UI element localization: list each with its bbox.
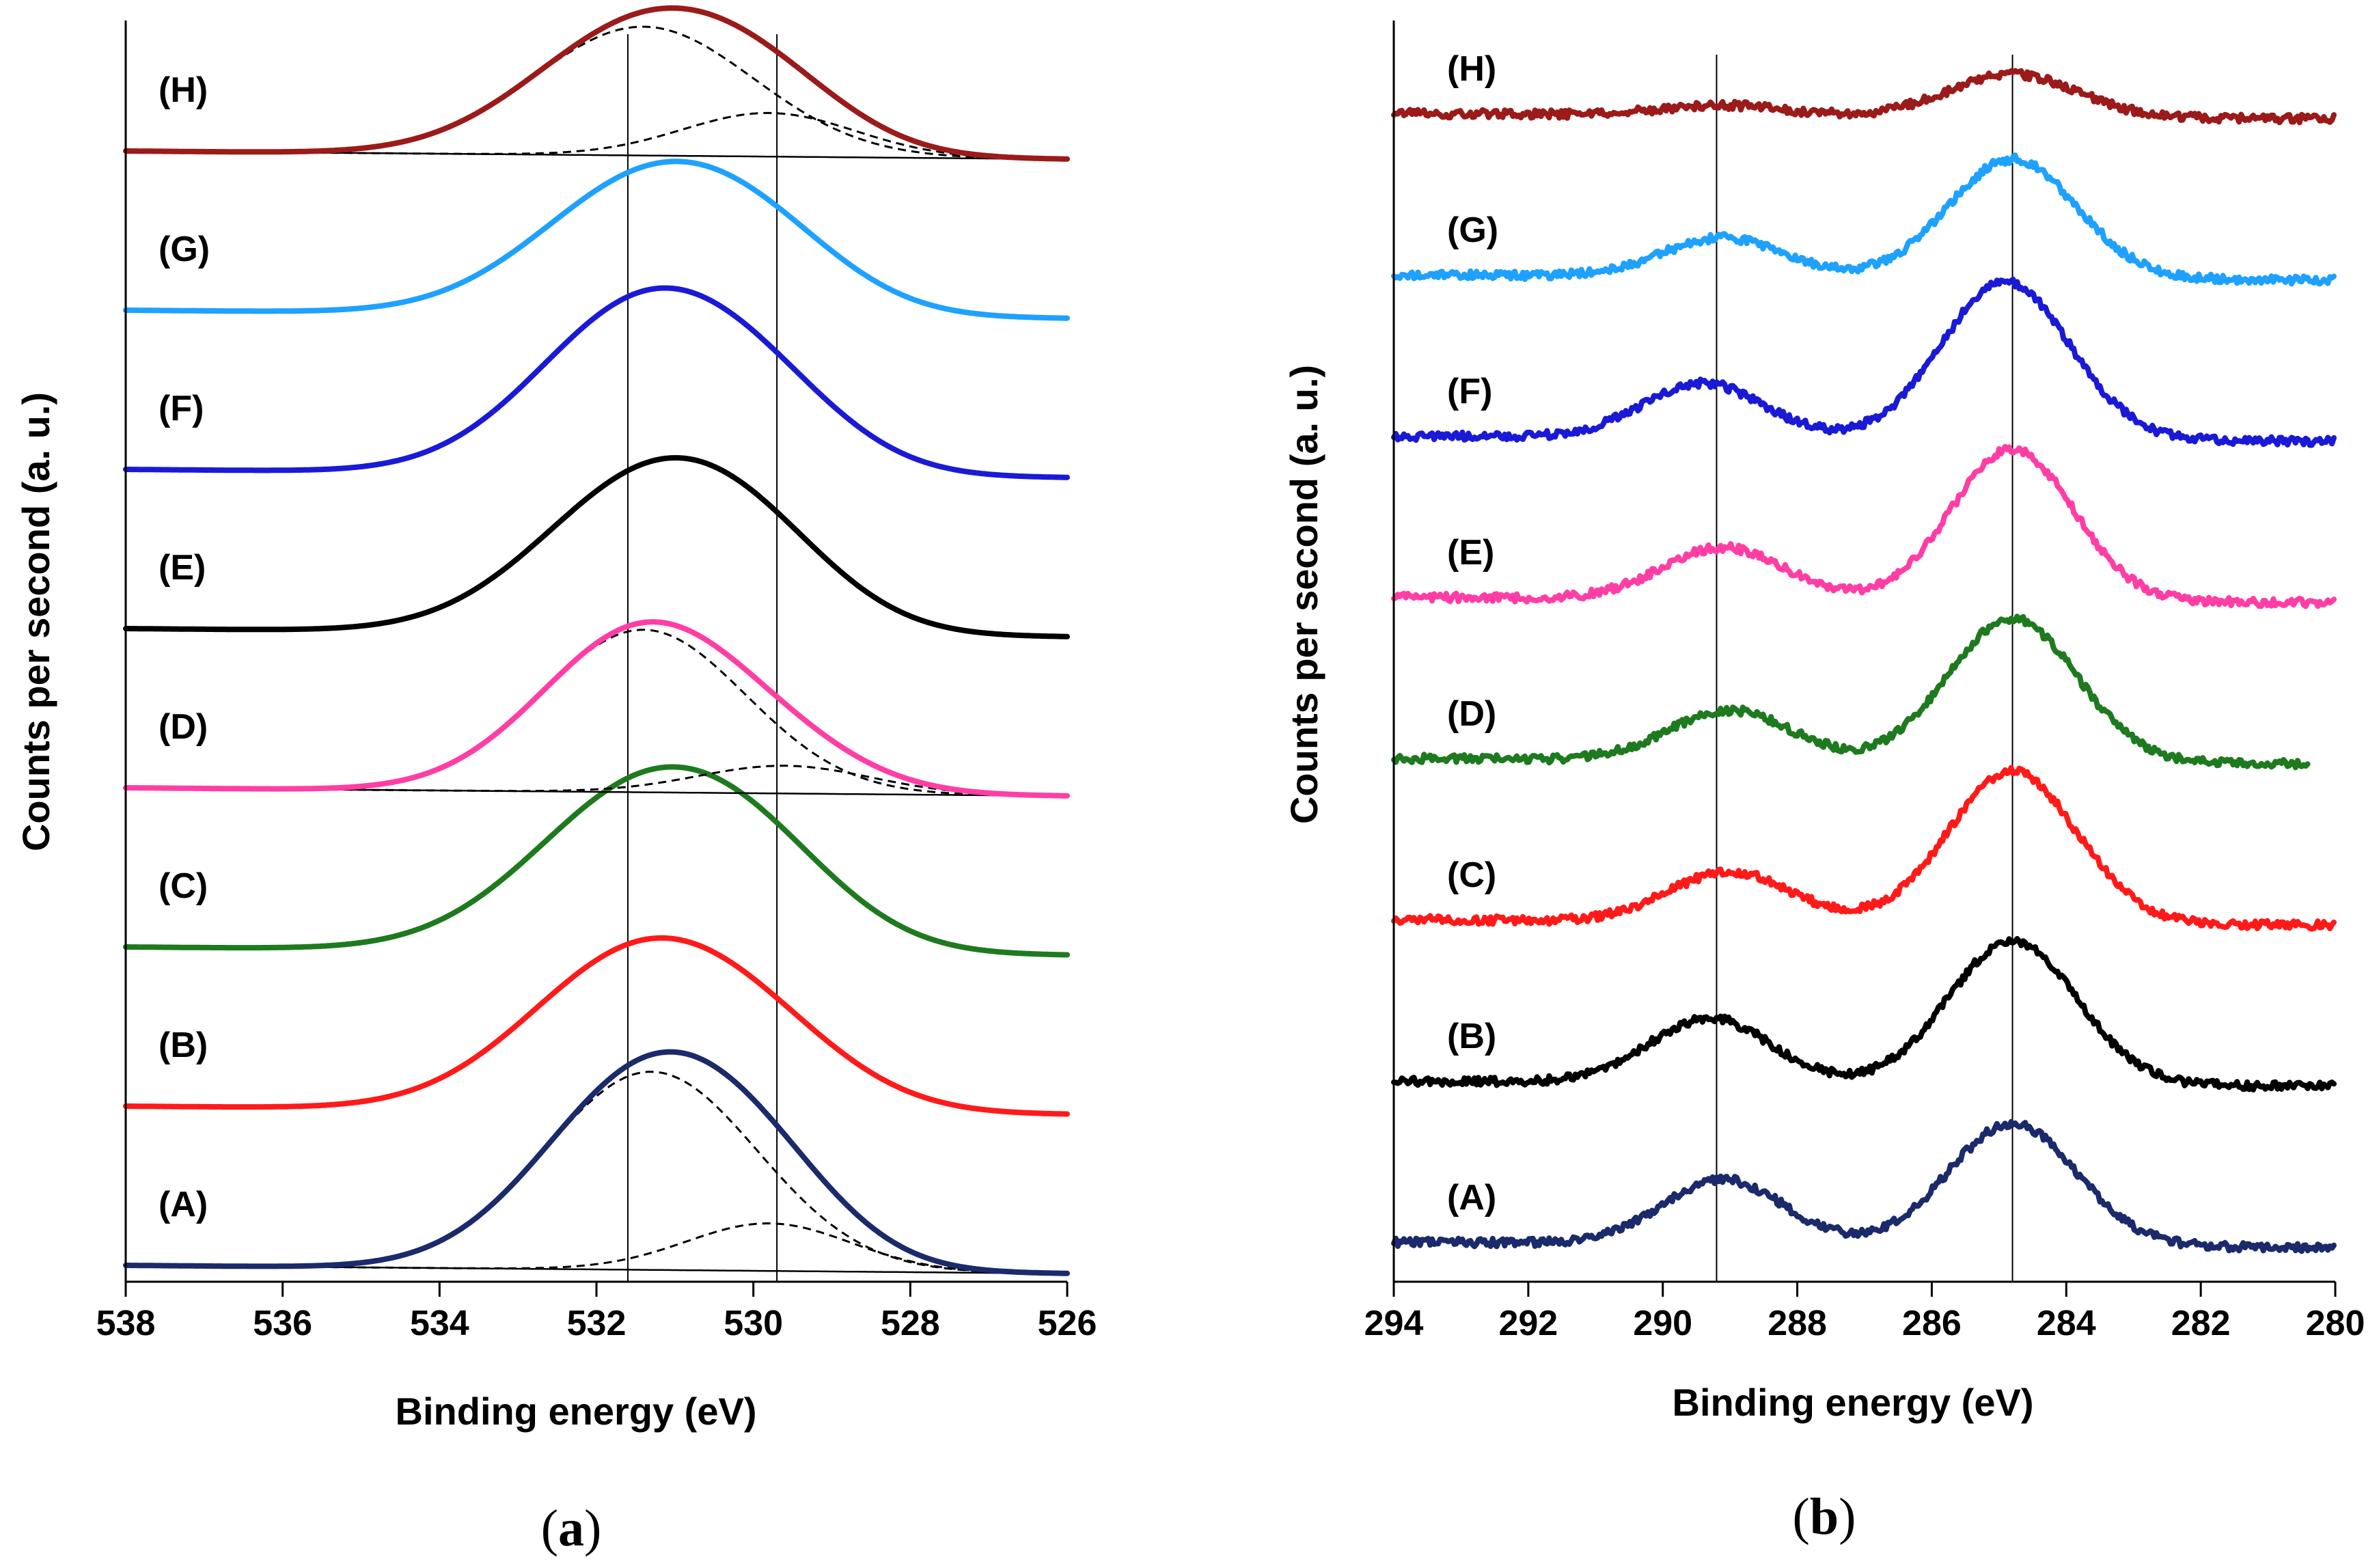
panel-a-x-ticks [124,1282,1069,1297]
a-series-label-2: (C) [159,866,208,906]
b-series-line-5 [1391,276,2337,448]
a-x-tick-label-6: 526 [1038,1304,1097,1343]
b-series-line-2 [1391,765,2337,932]
panel-a-x-tick-labels: 538 536 534 532 530 528 526 [96,1304,1097,1343]
b-series-label-2: (C) [1447,855,1496,895]
panel-a-series-labels: (A) (B) (C) (D) (E) (F) (G) (H) [159,70,210,1224]
a-series-line-2 [123,764,1070,958]
a-series-label-4: (E) [159,548,206,588]
panel-b-x-axis-title: Binding energy (eV) [1673,1381,2034,1424]
b-x-tick-label-0: 294 [1364,1304,1424,1343]
b-series-line-1 [1391,936,2337,1092]
panel-a-x-axis-title: Binding energy (eV) [396,1390,757,1433]
a-series-line-1 [123,935,1070,1117]
a-x-tick-label-4: 530 [724,1304,783,1343]
b-series-line-3 [1391,614,2311,771]
a-x-tick-label-1: 536 [253,1304,312,1343]
a-series-label-5: (F) [159,389,204,428]
b-x-tick-label-1: 292 [1498,1304,1558,1343]
b-series-label-0: (A) [1447,1178,1496,1218]
b-x-tick-label-7: 280 [2306,1304,2365,1343]
a-series-0-fit-component-0 [126,1071,1068,1275]
b-x-tick-label-5: 284 [2037,1304,2096,1343]
b-series-label-3: (D) [1447,694,1496,734]
a-series-line-6 [123,159,1070,321]
panel-a-label: (a) [541,1500,602,1557]
a-series-line-7 [123,5,1070,162]
a-series-line-3 [123,619,1070,799]
a-series-line-5 [123,285,1070,480]
a-x-tick-label-2: 534 [410,1304,469,1343]
panel-a-letter: a [558,1500,584,1557]
b-x-tick-label-6: 282 [2171,1304,2231,1343]
panel-b-chart: 294 292 290 288 286 284 282 280 (A) (B) (C) (D) (E)… [1282,20,2365,1545]
panel-b-letter: b [1810,1488,1839,1545]
a-series-label-7: (H) [159,70,208,110]
a-x-tick-label-3: 532 [567,1304,627,1343]
a-series-label-3: (D) [159,707,208,747]
a-series-line-4 [123,455,1070,639]
b-series-label-4: (E) [1447,533,1494,573]
b-series-label-1: (B) [1447,1017,1496,1056]
b-series-label-6: (G) [1447,210,1498,250]
a-series-label-6: (G) [159,230,210,269]
b-series-label-7: (H) [1447,49,1496,89]
panel-a-plot-area [123,5,1070,1282]
b-series-label-5: (F) [1447,372,1492,411]
a-x-tick-label-5: 528 [881,1304,940,1343]
a-x-tick-label-0: 538 [96,1304,156,1343]
panel-a-y-axis-title: Counts per second (a. u.) [14,392,57,851]
panel-b-label: (b) [1793,1488,1856,1545]
a-series-line-0 [123,1049,1070,1276]
b-series-line-0 [1391,1118,2337,1254]
panel-a-chart: 538 536 534 532 530 528 526 (A) (B) (C) (D) (E) (F)… [14,5,1097,1557]
a-series-7-fit-component-0 [126,25,1067,161]
b-series-line-6 [1391,152,2337,287]
b-series-line-4 [1391,443,2337,609]
b-x-tick-label-3: 288 [1768,1304,1827,1343]
panel-b-x-tick-labels: 294 292 290 288 286 284 282 280 [1364,1304,2365,1343]
a-series-3-fit-component-0 [126,629,1068,797]
b-series-line-7 [1391,68,2337,126]
panel-b-series-labels: (A) (B) (C) (D) (E) (F) (G) (H) [1447,49,1498,1218]
panel-b-x-ticks [1392,1282,2337,1297]
panel-b-plot-area [1391,55,2337,1282]
b-x-tick-label-2: 290 [1633,1304,1692,1343]
a-series-label-1: (B) [159,1026,208,1065]
panel-b-y-axis-title: Counts per second (a. u.) [1282,365,1325,824]
b-x-tick-label-4: 286 [1902,1304,1962,1343]
a-series-label-0: (A) [159,1185,208,1224]
